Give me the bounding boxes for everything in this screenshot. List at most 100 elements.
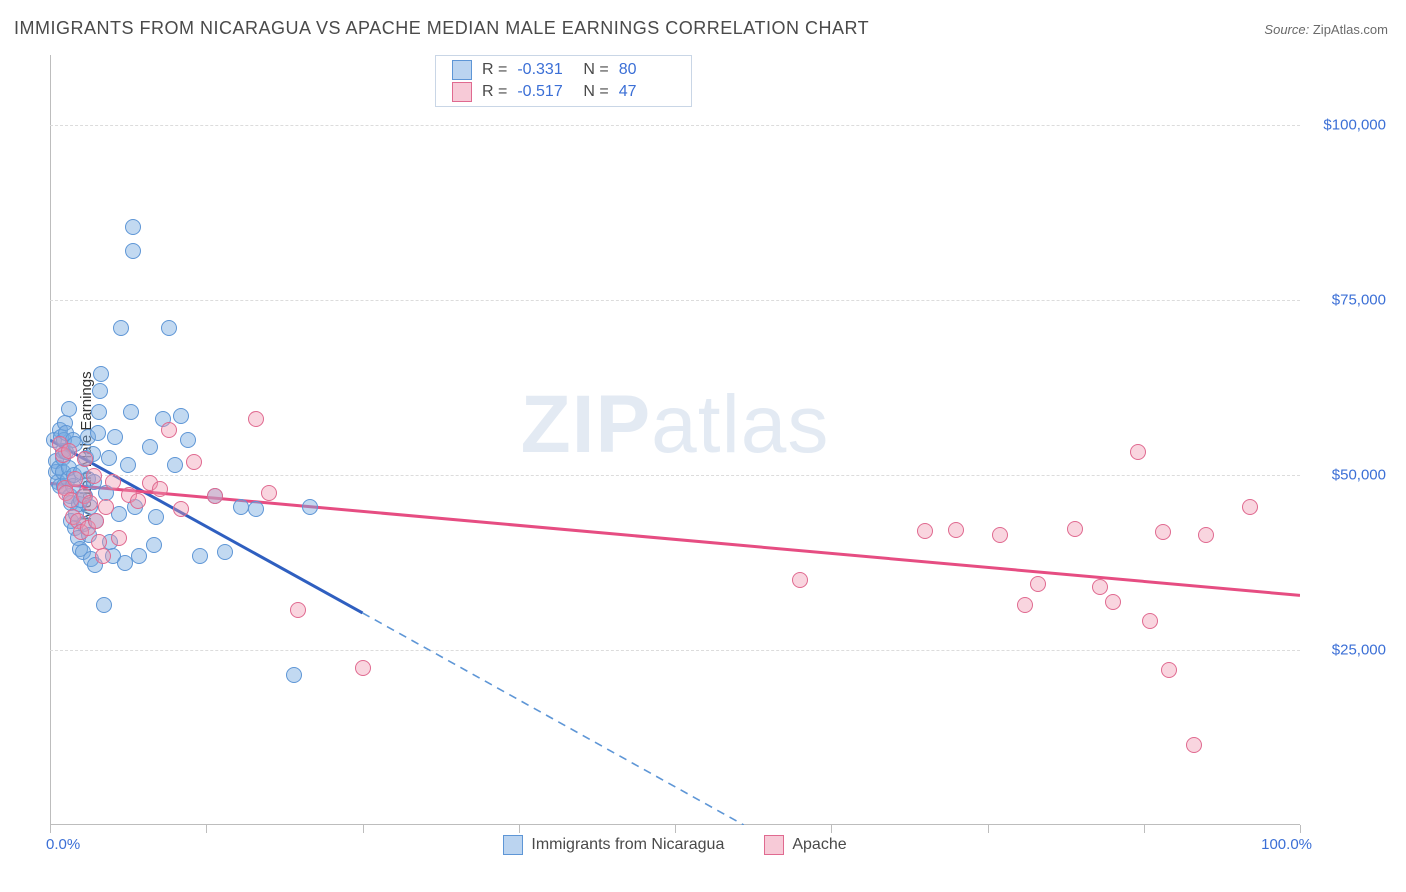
scatter-point — [125, 219, 141, 235]
scatter-point — [1161, 662, 1177, 678]
scatter-point — [152, 481, 168, 497]
y-tick-label: $100,000 — [1306, 117, 1386, 134]
scatter-point — [123, 404, 139, 420]
scatter-point — [207, 488, 223, 504]
stat-r-label: R = — [482, 61, 507, 79]
scatter-point — [261, 485, 277, 501]
stat-n-value: 80 — [619, 61, 675, 79]
plot-area: ZIPatlas R =-0.331N =80R =-0.517N =47 Im… — [50, 55, 1300, 825]
scatter-point — [355, 660, 371, 676]
scatter-point — [248, 411, 264, 427]
scatter-point — [948, 522, 964, 538]
stat-n-label: N = — [583, 61, 608, 79]
x-tick — [988, 825, 989, 833]
gridline — [50, 650, 1300, 651]
gridline — [50, 475, 1300, 476]
source-value: ZipAtlas.com — [1313, 22, 1388, 37]
scatter-point — [92, 383, 108, 399]
stat-r-label: R = — [482, 83, 507, 101]
x-tick — [50, 825, 51, 833]
scatter-point — [1067, 521, 1083, 537]
scatter-point — [173, 501, 189, 517]
gridline — [50, 300, 1300, 301]
scatter-point — [192, 548, 208, 564]
scatter-point — [111, 530, 127, 546]
scatter-point — [286, 667, 302, 683]
scatter-point — [120, 457, 136, 473]
scatter-point — [113, 320, 129, 336]
scatter-point — [1130, 444, 1146, 460]
scatter-point — [91, 404, 107, 420]
scatter-point — [96, 597, 112, 613]
x-tick — [519, 825, 520, 833]
x-axis-min-label: 0.0% — [46, 836, 80, 853]
scatter-point — [61, 401, 77, 417]
scatter-point — [1105, 594, 1121, 610]
scatter-point — [217, 544, 233, 560]
scatter-point — [61, 443, 77, 459]
scatter-point — [1155, 524, 1171, 540]
watermark-bold: ZIP — [521, 379, 652, 470]
stat-n-value: 47 — [619, 83, 675, 101]
scatter-point — [917, 523, 933, 539]
scatter-point — [82, 495, 98, 511]
scatter-point — [142, 439, 158, 455]
legend-stats-row: R = -0.517 N = 47 — [452, 82, 675, 102]
y-tick-label: $50,000 — [1306, 467, 1386, 484]
source-attribution: Source: ZipAtlas.com — [1264, 22, 1388, 37]
legend-stats-box: R =-0.331N =80R =-0.517N =47 — [435, 55, 692, 107]
legend-swatch-pink — [452, 82, 472, 102]
chart-container: IMMIGRANTS FROM NICARAGUA VS APACHE MEDI… — [0, 0, 1406, 892]
scatter-point — [1142, 613, 1158, 629]
x-tick — [363, 825, 364, 833]
scatter-point — [90, 425, 106, 441]
scatter-point — [161, 422, 177, 438]
legend-swatch-blue — [452, 60, 472, 80]
scatter-point — [67, 471, 83, 487]
legend-label: Apache — [792, 836, 846, 854]
scatter-point — [1092, 579, 1108, 595]
bottom-legend: Immigrants from Nicaragua Apache — [50, 835, 1300, 855]
watermark-rest: atlas — [651, 379, 829, 470]
scatter-point — [125, 243, 141, 259]
legend-label: Immigrants from Nicaragua — [531, 836, 724, 854]
y-tick-label: $75,000 — [1306, 292, 1386, 309]
watermark: ZIPatlas — [521, 378, 830, 472]
scatter-point — [105, 474, 121, 490]
scatter-point — [95, 548, 111, 564]
source-label: Source: — [1264, 22, 1309, 37]
scatter-point — [131, 548, 147, 564]
scatter-point — [1186, 737, 1202, 753]
scatter-point — [107, 429, 123, 445]
x-tick — [831, 825, 832, 833]
scatter-point — [130, 493, 146, 509]
scatter-point — [180, 432, 196, 448]
scatter-point — [167, 457, 183, 473]
scatter-point — [992, 527, 1008, 543]
scatter-point — [173, 408, 189, 424]
x-tick — [675, 825, 676, 833]
scatter-point — [93, 366, 109, 382]
stat-r-value: -0.517 — [517, 83, 573, 101]
x-tick — [1300, 825, 1301, 833]
scatter-point — [248, 501, 264, 517]
scatter-point — [302, 499, 318, 515]
legend-swatch-blue — [503, 835, 523, 855]
scatter-point — [1198, 527, 1214, 543]
scatter-point — [148, 509, 164, 525]
scatter-point — [186, 454, 202, 470]
scatter-point — [146, 537, 162, 553]
x-tick — [206, 825, 207, 833]
scatter-point — [1242, 499, 1258, 515]
stat-n-label: N = — [583, 83, 608, 101]
legend-item-apache: Apache — [764, 835, 846, 855]
legend-swatch-pink — [764, 835, 784, 855]
legend-stats-row: R =-0.331N =80 — [452, 60, 675, 80]
scatter-point — [101, 450, 117, 466]
scatter-point — [1030, 576, 1046, 592]
scatter-point — [98, 499, 114, 515]
scatter-point — [161, 320, 177, 336]
gridline — [50, 125, 1300, 126]
x-tick — [1144, 825, 1145, 833]
chart-title: IMMIGRANTS FROM NICARAGUA VS APACHE MEDI… — [14, 18, 869, 39]
